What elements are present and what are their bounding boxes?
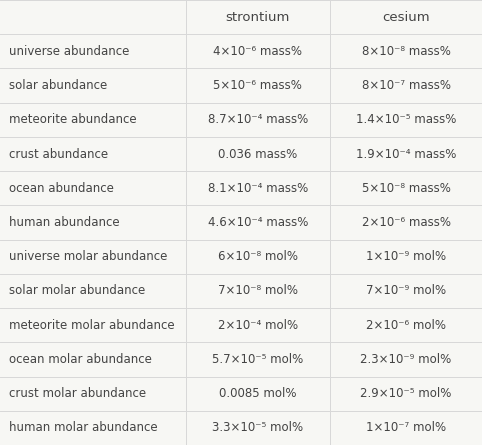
Text: 2.9×10⁻⁵ mol%: 2.9×10⁻⁵ mol% — [361, 387, 452, 400]
Text: solar molar abundance: solar molar abundance — [9, 284, 145, 297]
Text: 7×10⁻⁹ mol%: 7×10⁻⁹ mol% — [366, 284, 446, 297]
Text: 5×10⁻⁸ mass%: 5×10⁻⁸ mass% — [362, 182, 451, 195]
Text: 8.7×10⁻⁴ mass%: 8.7×10⁻⁴ mass% — [208, 113, 308, 126]
Text: 2×10⁻⁶ mol%: 2×10⁻⁶ mol% — [366, 319, 446, 332]
Text: 2×10⁻⁴ mol%: 2×10⁻⁴ mol% — [218, 319, 298, 332]
Text: 7×10⁻⁸ mol%: 7×10⁻⁸ mol% — [218, 284, 298, 297]
Text: 3.3×10⁻⁵ mol%: 3.3×10⁻⁵ mol% — [212, 421, 304, 434]
Text: meteorite molar abundance: meteorite molar abundance — [9, 319, 174, 332]
Text: 1×10⁻⁷ mol%: 1×10⁻⁷ mol% — [366, 421, 446, 434]
Text: meteorite abundance: meteorite abundance — [9, 113, 136, 126]
Text: 5.7×10⁻⁵ mol%: 5.7×10⁻⁵ mol% — [212, 353, 304, 366]
Text: 8×10⁻⁸ mass%: 8×10⁻⁸ mass% — [362, 45, 451, 58]
Text: 8.1×10⁻⁴ mass%: 8.1×10⁻⁴ mass% — [208, 182, 308, 195]
Text: crust molar abundance: crust molar abundance — [9, 387, 146, 400]
Text: 1×10⁻⁹ mol%: 1×10⁻⁹ mol% — [366, 250, 446, 263]
Text: cesium: cesium — [382, 11, 430, 24]
Text: 2.3×10⁻⁹ mol%: 2.3×10⁻⁹ mol% — [361, 353, 452, 366]
Text: human abundance: human abundance — [9, 216, 120, 229]
Text: 0.0085 mol%: 0.0085 mol% — [219, 387, 296, 400]
Text: 4×10⁻⁶ mass%: 4×10⁻⁶ mass% — [214, 45, 302, 58]
Text: human molar abundance: human molar abundance — [9, 421, 157, 434]
Text: ocean molar abundance: ocean molar abundance — [9, 353, 151, 366]
Text: 4.6×10⁻⁴ mass%: 4.6×10⁻⁴ mass% — [208, 216, 308, 229]
Text: 2×10⁻⁶ mass%: 2×10⁻⁶ mass% — [362, 216, 451, 229]
Text: ocean abundance: ocean abundance — [9, 182, 114, 195]
Text: 1.4×10⁻⁵ mass%: 1.4×10⁻⁵ mass% — [356, 113, 456, 126]
Text: 0.036 mass%: 0.036 mass% — [218, 148, 297, 161]
Text: strontium: strontium — [226, 11, 290, 24]
Text: solar abundance: solar abundance — [9, 79, 107, 92]
Text: universe molar abundance: universe molar abundance — [9, 250, 167, 263]
Text: 6×10⁻⁸ mol%: 6×10⁻⁸ mol% — [218, 250, 298, 263]
Text: crust abundance: crust abundance — [9, 148, 108, 161]
Text: 8×10⁻⁷ mass%: 8×10⁻⁷ mass% — [362, 79, 451, 92]
Text: universe abundance: universe abundance — [9, 45, 129, 58]
Text: 5×10⁻⁶ mass%: 5×10⁻⁶ mass% — [214, 79, 302, 92]
Text: 1.9×10⁻⁴ mass%: 1.9×10⁻⁴ mass% — [356, 148, 456, 161]
